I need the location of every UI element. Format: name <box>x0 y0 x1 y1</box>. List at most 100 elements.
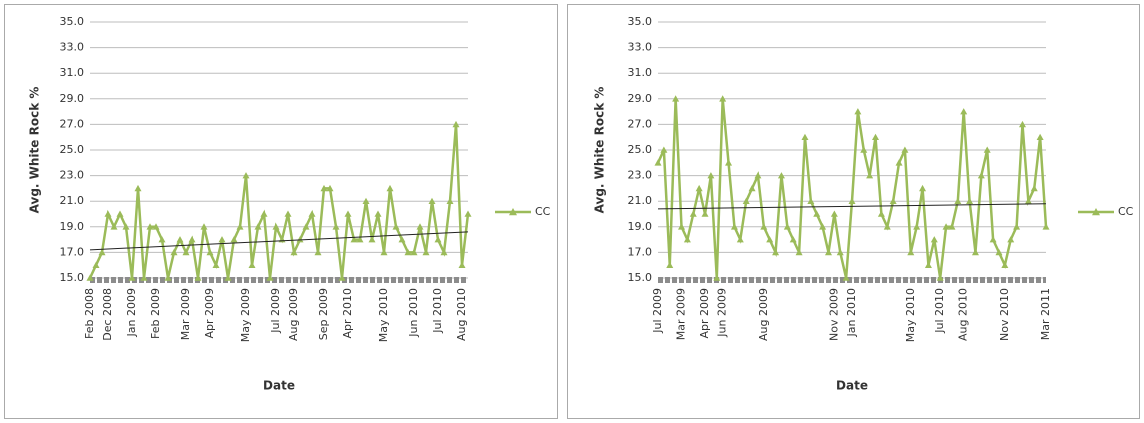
point-marker <box>1018 120 1026 128</box>
y-tick-label: 29.0 <box>60 92 85 105</box>
point-marker <box>314 248 322 256</box>
point-marker <box>666 261 674 268</box>
point-marker <box>272 223 280 230</box>
point-marker <box>416 223 424 230</box>
point-marker <box>819 223 827 230</box>
point-marker <box>966 197 974 204</box>
point-marker <box>212 261 220 268</box>
point-marker <box>783 223 791 230</box>
series-line <box>88 124 470 279</box>
point-marker <box>164 274 172 281</box>
point-marker <box>464 210 472 217</box>
y-axis-title: Avg. White Rock % <box>28 87 42 214</box>
point-marker <box>889 197 897 204</box>
point-marker <box>194 274 202 281</box>
point-marker <box>713 274 721 281</box>
y-tick-label: 35.0 <box>60 15 85 28</box>
point-marker <box>116 210 124 217</box>
y-tick-label: 25.0 <box>60 143 85 156</box>
point-marker <box>842 274 850 281</box>
point-marker <box>777 172 785 179</box>
x-tick-label: Mar 2009 <box>179 288 192 340</box>
point-marker <box>813 210 821 217</box>
x-tick-label: Aug 2010 <box>957 288 970 341</box>
point-marker <box>795 248 803 256</box>
point-marker <box>92 261 100 268</box>
point-marker <box>936 274 944 281</box>
point-marker <box>1024 197 1032 204</box>
point-marker <box>188 236 196 243</box>
y-tick-label: 33.0 <box>60 41 85 54</box>
y-tick-label: 33.0 <box>628 41 653 54</box>
point-marker <box>895 159 903 166</box>
point-marker <box>877 210 885 217</box>
point-marker <box>983 146 991 153</box>
point-marker <box>104 210 112 217</box>
x-tick-label: Apr 2010 <box>341 288 354 339</box>
trend-line <box>89 231 469 251</box>
x-tick-label: May 2010 <box>377 288 390 342</box>
point-marker <box>854 108 862 115</box>
x-tick-label: Jan 2010 <box>845 288 858 337</box>
point-marker <box>242 172 250 179</box>
point-marker <box>919 184 927 192</box>
point-marker <box>736 236 744 243</box>
point-marker <box>848 197 856 204</box>
point-marker <box>1001 261 1009 268</box>
point-marker <box>954 197 962 204</box>
x-tick-label: Jul 2010 <box>431 288 444 334</box>
legend-marker <box>1092 208 1100 216</box>
point-marker <box>707 172 715 179</box>
y-tick-label: 17.0 <box>628 245 653 258</box>
x-tick-label: Jan 2009 <box>125 288 138 337</box>
point-marker <box>344 210 352 217</box>
y-tick-label: 25.0 <box>628 143 653 156</box>
series-line <box>656 98 1048 279</box>
y-tick-label: 31.0 <box>628 66 653 79</box>
y-tick-label: 19.0 <box>60 220 85 233</box>
point-marker <box>260 210 268 217</box>
point-marker <box>654 159 662 166</box>
point-marker <box>883 223 891 230</box>
point-marker <box>326 184 334 192</box>
point-marker <box>98 248 106 256</box>
point-marker <box>1042 223 1050 230</box>
point-marker <box>122 223 130 230</box>
y-tick-label: 29.0 <box>628 92 653 105</box>
legend-label: CC <box>535 205 551 218</box>
point-marker <box>458 261 466 268</box>
point-marker <box>182 248 190 256</box>
point-marker <box>404 248 412 256</box>
x-tick-label: Aug 2009 <box>757 288 770 341</box>
point-marker <box>866 172 874 179</box>
point-marker <box>689 210 697 217</box>
x-tick-label: Jun 2009 <box>716 288 729 338</box>
point-marker <box>660 146 668 153</box>
x-tick-label: Jul 2009 <box>269 288 282 334</box>
point-marker <box>989 236 997 243</box>
point-marker <box>362 197 370 204</box>
x-tick-label: Nov 2010 <box>998 288 1011 341</box>
y-tick-label: 27.0 <box>60 117 85 130</box>
x-tick-label: Aug 2010 <box>455 288 468 341</box>
point-marker <box>824 248 832 256</box>
point-marker <box>86 274 94 281</box>
point-marker <box>176 236 184 243</box>
x-tick-label: Jun 2010 <box>407 288 420 338</box>
y-tick-label: 35.0 <box>628 15 653 28</box>
point-marker <box>760 223 768 230</box>
y-tick-label: 15.0 <box>60 271 85 284</box>
point-marker <box>146 223 154 230</box>
y-tick-label: 15.0 <box>628 271 653 284</box>
point-marker <box>308 210 316 217</box>
point-marker <box>701 210 709 217</box>
y-axis-title: Avg. White Rock % <box>593 87 607 214</box>
trend-line <box>657 203 1047 210</box>
point-marker <box>872 133 880 140</box>
x-tick-label: Feb 2009 <box>149 288 162 339</box>
y-tick-label: 21.0 <box>60 194 85 207</box>
point-marker <box>428 197 436 204</box>
point-marker <box>977 172 985 179</box>
x-tick-label: Dec 2008 <box>101 288 114 341</box>
y-tick-label: 27.0 <box>628 117 653 130</box>
